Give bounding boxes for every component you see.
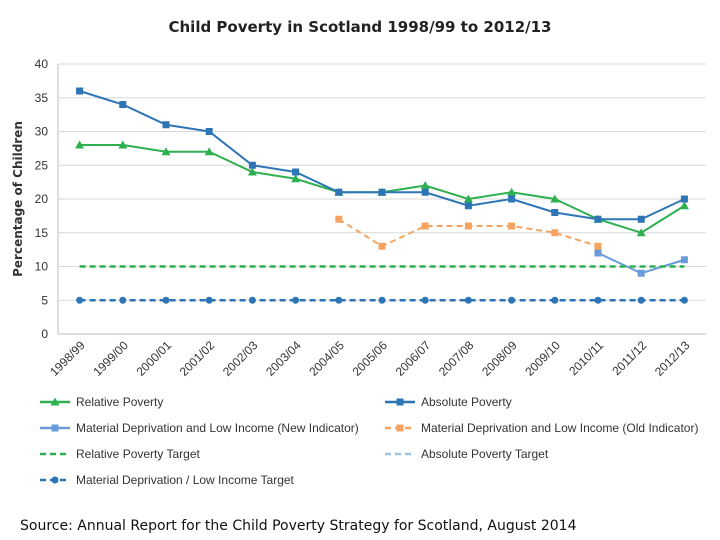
line-chart: 0 5 10 15 20 25 30 35 40 Percentage of Children 19…	[11, 57, 706, 487]
absolute-poverty-point	[464, 202, 472, 210]
legend-entry: Relative Poverty Target	[76, 447, 201, 461]
material-deprivation-low-income-target-point	[680, 296, 688, 304]
relative-poverty-point	[204, 147, 214, 156]
x-tick-label: 2009/10	[522, 338, 563, 379]
relative-poverty-point	[550, 194, 560, 203]
relative-poverty-point	[679, 201, 689, 210]
legend-marker	[50, 397, 60, 406]
legend-entry: Material Deprivation and Low Income (New…	[76, 421, 359, 435]
relative-poverty-point	[75, 140, 85, 149]
relative-poverty-point	[161, 147, 171, 156]
x-tick-label: 1999/00	[90, 338, 131, 379]
absolute-poverty-point	[551, 209, 559, 216]
x-tick-label: 2010/11	[566, 338, 606, 378]
x-tick-label: 2004/05	[306, 338, 347, 379]
legend-entry: Material Deprivation / Low Income Target	[76, 473, 295, 487]
material-deprivation-low-income-target-point	[551, 296, 559, 304]
y-tick-label: 15	[35, 226, 49, 240]
relative-poverty-point	[420, 181, 430, 189]
material-deprivation-and-low-income-old-indicator-point	[378, 242, 386, 250]
relative-poverty-point	[636, 228, 646, 237]
material-deprivation-low-income-target-point	[248, 296, 256, 304]
legend-entry: Absolute Poverty Target	[421, 447, 549, 461]
y-tick-label: 20	[35, 192, 49, 206]
y-tick-label: 35	[35, 91, 49, 105]
absolute-poverty-point	[248, 161, 256, 169]
absolute-poverty-point	[378, 188, 386, 196]
absolute-poverty-point	[421, 188, 429, 196]
material-deprivation-and-low-income-old-indicator-point	[508, 222, 516, 230]
absolute-poverty-point	[680, 195, 688, 203]
material-deprivation-low-income-target-point	[594, 296, 602, 304]
chart-title: Child Poverty in Scotland 1998/99 to 201…	[168, 18, 552, 36]
legend-entry: Absolute Poverty	[421, 395, 512, 409]
x-tick-label: 2005/06	[350, 338, 391, 379]
y-tick-label: 40	[35, 57, 49, 71]
y-axis-label: Percentage of Children	[11, 121, 25, 277]
material-deprivation-and-low-income-old-indicator-point	[335, 215, 343, 223]
legend-marker	[51, 424, 59, 432]
absolute-poverty-point	[594, 215, 602, 223]
x-tick-label: 2011/12	[609, 338, 649, 378]
y-tick-label: 10	[35, 260, 49, 274]
material-deprivation-low-income-target-point	[421, 296, 429, 304]
x-tick-label: 2012/13	[652, 338, 693, 379]
absolute-poverty-point	[335, 188, 343, 196]
legend-marker	[396, 398, 404, 406]
x-tick-label: 2002/03	[220, 338, 261, 379]
legend-marker	[396, 424, 404, 432]
y-tick-label: 0	[41, 327, 48, 341]
material-deprivation-and-low-income-new-indicator-point	[594, 249, 602, 257]
material-deprivation-low-income-target-point	[76, 296, 84, 304]
x-tick-label: 2003/04	[263, 338, 304, 379]
x-tick-label: 1998/99	[47, 338, 88, 379]
relative-poverty-point	[247, 167, 257, 176]
x-tick-label: 2006/07	[393, 338, 434, 379]
material-deprivation-and-low-income-old-indicator-point	[594, 242, 602, 250]
y-tick-label: 25	[35, 158, 49, 172]
relative-poverty-point	[463, 194, 473, 203]
material-deprivation-low-income-target-point	[508, 296, 516, 304]
legend-marker	[51, 476, 59, 484]
x-tick-label: 2000/01	[134, 338, 175, 379]
material-deprivation-low-income-target-point	[119, 296, 127, 304]
absolute-poverty-point	[637, 215, 645, 223]
source-note: Source: Annual Report for the Child Pove…	[20, 518, 577, 534]
legend-entry: Relative Poverty	[76, 395, 163, 409]
legend-entry: Material Deprivation and Low Income (Old…	[421, 421, 698, 435]
material-deprivation-low-income-target-point	[162, 296, 170, 304]
absolute-poverty-point	[205, 128, 213, 135]
absolute-poverty-point	[76, 87, 84, 95]
material-deprivation-and-low-income-new-indicator-point	[637, 269, 645, 277]
y-tick-label: 30	[35, 125, 49, 139]
material-deprivation-and-low-income-new-indicator-point	[680, 256, 688, 264]
material-deprivation-and-low-income-old-indicator-point	[464, 222, 472, 230]
absolute-poverty-point	[162, 121, 170, 129]
relative-poverty-point	[291, 174, 301, 183]
material-deprivation-and-low-income-old-indicator-point	[421, 222, 429, 230]
absolute-poverty-point	[119, 101, 127, 108]
y-tick-label: 5	[41, 293, 48, 307]
material-deprivation-and-low-income-old-indicator-point	[551, 229, 559, 237]
material-deprivation-low-income-target-point	[205, 296, 213, 304]
absolute-poverty-point	[508, 195, 516, 203]
x-tick-label: 2008/09	[479, 338, 520, 379]
material-deprivation-low-income-target-point	[335, 296, 343, 304]
material-deprivation-low-income-target-point	[637, 296, 645, 304]
x-tick-label: 2007/08	[436, 338, 477, 379]
relative-poverty-point	[507, 187, 517, 196]
absolute-poverty-point	[292, 168, 300, 176]
relative-poverty-point	[118, 140, 128, 149]
material-deprivation-low-income-target-point	[378, 296, 386, 304]
material-deprivation-low-income-target-point	[464, 296, 472, 304]
material-deprivation-low-income-target-point	[292, 296, 300, 304]
x-tick-label: 2001/02	[177, 338, 218, 379]
